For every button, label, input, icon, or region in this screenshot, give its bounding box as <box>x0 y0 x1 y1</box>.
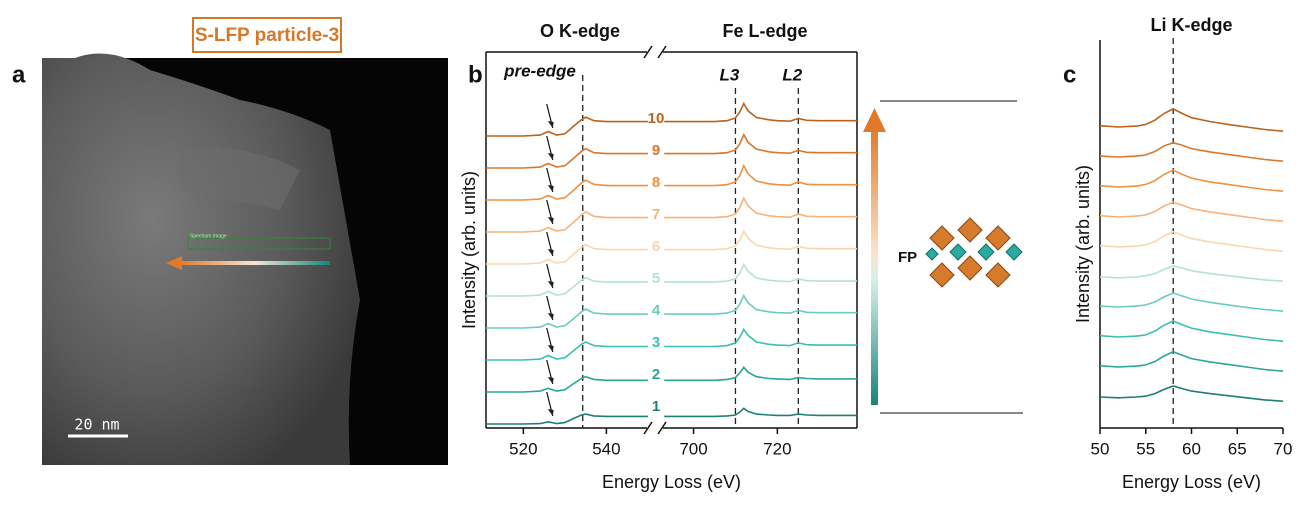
series-label: 2 <box>652 366 660 383</box>
x-tick-label: 60 <box>1182 439 1201 458</box>
x-axis-label: Energy Loss (eV) <box>602 472 741 492</box>
axis-break <box>643 45 653 59</box>
spectrum <box>486 196 857 233</box>
y-axis-label: Intensity (arb. units) <box>459 171 479 329</box>
spectrum <box>1099 169 1284 192</box>
crystal-structure <box>925 217 1023 288</box>
pre-edge-arrowhead <box>547 185 554 192</box>
panel-label: c <box>1063 61 1076 88</box>
axis-break <box>657 421 667 435</box>
marker-label: L3 <box>720 65 740 84</box>
pre-edge-arrowhead <box>547 249 554 256</box>
spectrum <box>486 132 857 169</box>
section-header: O K-edge <box>540 21 620 41</box>
series-label: 6 <box>652 238 660 255</box>
scan-arrowhead <box>166 256 182 270</box>
series-label: 4 <box>652 302 661 319</box>
spectrum <box>486 262 857 297</box>
spectrum <box>1099 141 1284 162</box>
spectrum <box>1099 350 1284 372</box>
chart-title: Li K-edge <box>1150 15 1232 35</box>
x-tick-label: 70 <box>1274 439 1293 458</box>
spectrum <box>486 101 857 137</box>
spectrum <box>486 407 857 425</box>
axis-break <box>657 45 667 59</box>
y-axis-label: Intensity (arb. units) <box>1073 165 1093 323</box>
spectrum <box>1099 385 1284 402</box>
scale-label: 20 nm <box>74 416 119 434</box>
gradient-arrowhead <box>863 108 886 132</box>
gradient-arrow <box>871 128 878 405</box>
particle-detail <box>180 147 300 210</box>
roi-label: Spectrum Image <box>190 233 227 239</box>
pre-edge-arrowhead <box>547 281 554 288</box>
series-label: 10 <box>648 110 665 127</box>
pre-edge-arrowhead <box>547 121 554 128</box>
pre-edge-arrowhead <box>547 345 554 352</box>
x-tick-label: 55 <box>1136 439 1155 458</box>
title-box <box>192 17 342 53</box>
series-label: 7 <box>652 206 660 223</box>
pre-edge-arrowhead <box>547 153 554 160</box>
pre-edge-arrowhead <box>547 409 554 416</box>
section-header: Fe L-edge <box>722 21 807 41</box>
x-tick-label: 520 <box>509 439 537 458</box>
series-label: 9 <box>652 142 660 159</box>
pre-edge-arrowhead <box>547 377 554 384</box>
spectrum <box>486 293 857 329</box>
series-label: 1 <box>652 398 660 415</box>
spectrum <box>1099 201 1284 222</box>
spectrum <box>1099 292 1284 312</box>
spectrum <box>1099 320 1284 342</box>
spectrum <box>1099 265 1284 282</box>
particle <box>42 53 360 465</box>
x-axis-label: Energy Loss (eV) <box>1122 472 1261 492</box>
marker-label: L2 <box>782 65 802 84</box>
spectrum <box>486 366 857 393</box>
pre-edge-arrowhead <box>547 313 554 320</box>
spectrum <box>486 229 857 265</box>
spectrum <box>486 163 857 201</box>
particle-title: S-LFP particle-3 <box>195 25 339 46</box>
pre-edge-label: pre-edge <box>503 61 576 80</box>
series-label: 3 <box>652 334 660 351</box>
panel-label: b <box>468 61 483 88</box>
axis-break <box>643 421 653 435</box>
spectrum <box>1099 108 1284 132</box>
x-tick-label: 720 <box>763 439 791 458</box>
series-label: 5 <box>652 270 660 287</box>
x-tick-label: 540 <box>592 439 620 458</box>
spectrum <box>1099 230 1284 252</box>
x-tick-label: 65 <box>1228 439 1247 458</box>
x-tick-label: 700 <box>679 439 707 458</box>
x-tick-label: 50 <box>1091 439 1110 458</box>
structure-label: FP <box>898 249 917 266</box>
spectrum <box>486 327 857 361</box>
panel-label: a <box>12 61 26 88</box>
pre-edge-arrowhead <box>547 217 554 224</box>
scan-arrow <box>180 261 330 265</box>
series-label: 8 <box>652 174 660 191</box>
roi-box <box>187 237 331 250</box>
